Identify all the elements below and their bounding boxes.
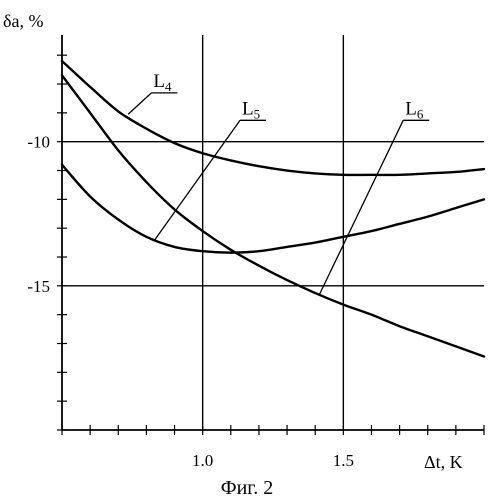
x-tick-label-0: 1.0 bbox=[192, 451, 213, 470]
x-axis-title: Δt, K bbox=[424, 452, 463, 472]
leader-line-l4 bbox=[128, 93, 151, 114]
figure-caption: Фиг. 2 bbox=[221, 477, 273, 499]
series-labels: L4 L5 L6 bbox=[153, 71, 423, 121]
grid-lines bbox=[62, 35, 484, 430]
y-axis-title: δa, % bbox=[3, 11, 43, 31]
y-tick-label-0: -10 bbox=[27, 133, 50, 152]
annotation-leaders bbox=[128, 93, 429, 295]
x-tick-label-1: 1.5 bbox=[333, 451, 354, 470]
series-label-l4: L4 bbox=[153, 71, 172, 94]
axes bbox=[62, 35, 484, 430]
series-line-l5 bbox=[62, 165, 484, 253]
y-tick-label-1: -15 bbox=[27, 277, 50, 296]
series-label-l5: L5 bbox=[242, 98, 260, 121]
tick-labels: -10 -15 1.0 1.5 bbox=[27, 133, 354, 470]
leader-line-l6 bbox=[319, 120, 403, 294]
series-lines bbox=[62, 61, 484, 357]
series-label-l6: L6 bbox=[405, 98, 424, 121]
leader-line-l5 bbox=[155, 120, 240, 239]
